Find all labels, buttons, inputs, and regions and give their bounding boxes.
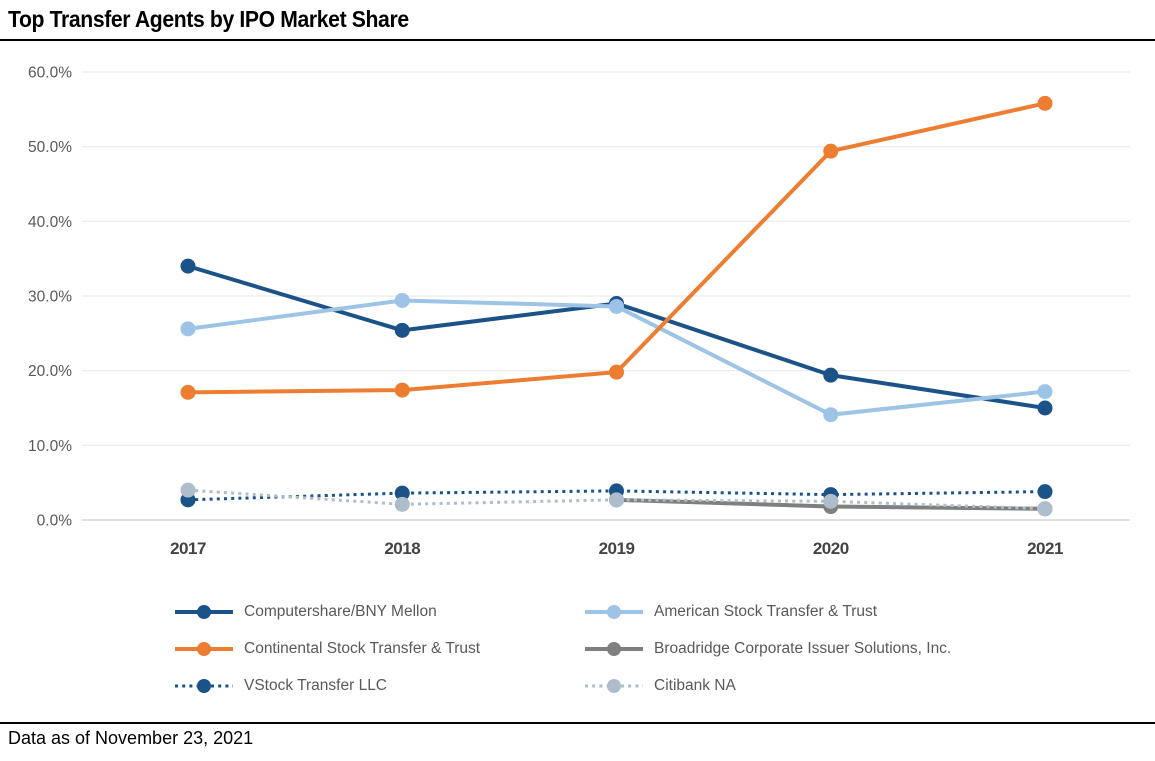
dotted-line-marker-icon	[585, 679, 643, 693]
chart-plot-area: 0.0% 10.0% 20.0% 30.0% 40.0% 50.0% 60.0% 2017 20…	[28, 64, 1130, 558]
svg-text:2019: 2019	[599, 539, 635, 558]
dotted-line-marker-icon	[175, 679, 233, 693]
svg-text:50.0%: 50.0%	[28, 139, 72, 156]
legend-item-computershare: Computershare/BNY Mellon	[175, 600, 585, 624]
legend-label: Citibank NA	[654, 677, 736, 694]
svg-text:2018: 2018	[384, 539, 420, 558]
line-chart: 0.0% 10.0% 20.0% 30.0% 40.0% 50.0% 60.0% 2017 20…	[0, 55, 1155, 590]
legend-label: American Stock Transfer & Trust	[654, 603, 878, 620]
line-marker-icon	[175, 605, 233, 619]
legend-item-continental: Continental Stock Transfer & Trust	[175, 637, 585, 661]
legend-item-broadridge: Broadridge Corporate Issuer Solutions, I…	[585, 637, 951, 661]
legend-item-citibank: Citibank NA	[585, 674, 951, 698]
svg-text:2021: 2021	[1027, 539, 1063, 558]
chart-legend: Computershare/BNY Mellon American Stock …	[175, 600, 951, 698]
legend-item-american-stock-transfer: American Stock Transfer & Trust	[585, 600, 951, 624]
line-marker-icon	[585, 642, 643, 656]
chart-title: Top Transfer Agents by IPO Market Share	[8, 6, 409, 32]
svg-text:40.0%: 40.0%	[28, 214, 72, 231]
svg-text:20.0%: 20.0%	[28, 363, 72, 380]
svg-text:60.0%: 60.0%	[28, 64, 72, 81]
legend-item-vstock: VStock Transfer LLC	[175, 674, 585, 698]
line-marker-icon	[175, 642, 233, 656]
legend-label: Computershare/BNY Mellon	[244, 603, 437, 620]
legend-label: Broadridge Corporate Issuer Solutions, I…	[654, 640, 952, 657]
svg-text:0.0%: 0.0%	[37, 513, 73, 530]
line-marker-icon	[585, 605, 643, 619]
svg-text:30.0%: 30.0%	[28, 288, 72, 305]
footer-divider-line	[0, 722, 1155, 724]
svg-text:10.0%: 10.0%	[28, 438, 72, 455]
legend-label: VStock Transfer LLC	[244, 677, 388, 694]
legend-label: Continental Stock Transfer & Trust	[244, 640, 481, 657]
data-as-of-note: Data as of November 23, 2021	[8, 728, 254, 748]
title-divider-line	[0, 39, 1155, 41]
svg-text:2017: 2017	[170, 539, 206, 558]
svg-text:2020: 2020	[813, 539, 849, 558]
